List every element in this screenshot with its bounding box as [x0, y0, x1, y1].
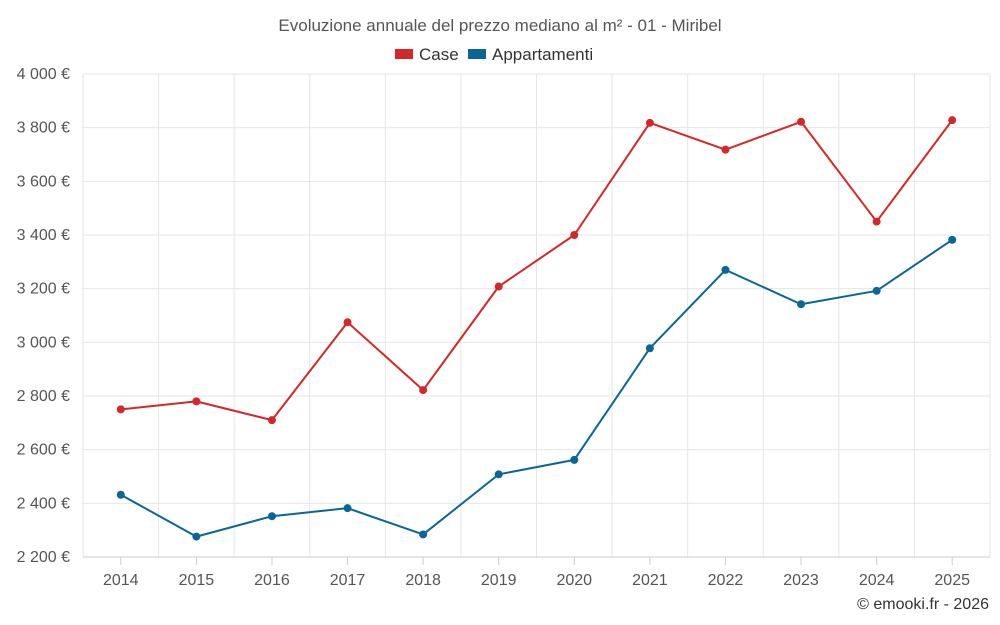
y-tick-label: 2 200 €: [17, 549, 70, 566]
x-tick-label: 2019: [481, 572, 517, 589]
data-point-case[interactable]: [192, 397, 201, 406]
x-tick-label: 2018: [405, 572, 441, 589]
data-point-case[interactable]: [872, 217, 881, 226]
data-point-appartamenti[interactable]: [343, 504, 352, 513]
x-tick-label: 2017: [330, 572, 366, 589]
data-point-appartamenti[interactable]: [948, 235, 957, 244]
y-tick-label: 3 400 €: [17, 227, 70, 244]
data-point-appartamenti[interactable]: [267, 512, 276, 521]
data-point-appartamenti[interactable]: [192, 532, 201, 541]
data-point-appartamenti[interactable]: [570, 455, 579, 464]
legend-swatch-case: [395, 49, 413, 59]
x-tick-label: 2025: [934, 572, 970, 589]
data-point-case[interactable]: [419, 386, 428, 395]
data-point-case[interactable]: [116, 405, 125, 414]
legend-label-appartamenti: Appartamenti: [492, 45, 593, 64]
x-tick-label: 2024: [859, 572, 895, 589]
data-point-appartamenti[interactable]: [494, 470, 503, 479]
x-tick-label: 2020: [556, 572, 592, 589]
y-tick-label: 4 000 €: [17, 66, 70, 83]
data-point-case[interactable]: [797, 117, 806, 126]
credit-text: © emooki.fr - 2026: [857, 596, 989, 613]
data-point-case[interactable]: [570, 231, 579, 239]
y-tick-label: 2 400 €: [17, 495, 70, 512]
series-line-case: [120, 119, 954, 422]
data-point-appartamenti[interactable]: [721, 265, 730, 274]
legend-item-case[interactable]: Case: [395, 45, 459, 64]
x-tick-label: 2021: [632, 572, 668, 589]
x-tick-label: 2016: [254, 572, 290, 589]
data-point-appartamenti[interactable]: [797, 300, 806, 309]
x-tick-label: 2014: [103, 572, 139, 589]
data-point-appartamenti[interactable]: [419, 530, 428, 539]
y-tick-label: 3 600 €: [17, 173, 70, 190]
data-point-appartamenti[interactable]: [116, 490, 125, 499]
y-tick-label: 2 800 €: [17, 388, 70, 405]
legend-swatch-appartamenti: [468, 49, 486, 59]
data-point-case[interactable]: [645, 118, 654, 127]
data-point-case[interactable]: [494, 282, 503, 291]
series-line-appartamenti: [120, 239, 953, 538]
y-axis: 2 200 € 2 400 € 2 600 € 2 800 € 3 000 € 3 200…: [17, 66, 70, 566]
data-point-case[interactable]: [721, 145, 730, 154]
y-tick-label: 3 000 €: [17, 334, 70, 351]
legend: Case Appartamenti: [395, 45, 593, 64]
data-point-case[interactable]: [948, 116, 957, 125]
data-point-case[interactable]: [267, 416, 276, 425]
series-layer: [116, 116, 957, 541]
x-tick-label: 2023: [783, 572, 819, 589]
legend-item-appartamenti[interactable]: Appartamenti: [468, 45, 593, 64]
chart-title: Evoluzione annuale del prezzo mediano al…: [278, 16, 721, 35]
legend-label-case: Case: [419, 45, 459, 64]
y-tick-label: 3 800 €: [17, 120, 70, 137]
data-point-appartamenti[interactable]: [645, 344, 654, 353]
data-point-appartamenti[interactable]: [872, 286, 881, 295]
y-tick-label: 3 200 €: [17, 281, 70, 298]
data-point-case[interactable]: [343, 318, 352, 327]
y-tick-label: 2 600 €: [17, 442, 70, 459]
x-axis: 2014 2015 2016 2017 2018 2019 2020 2021 2022 2023…: [83, 556, 990, 589]
x-tick-label: 2022: [708, 572, 744, 589]
gridlines: [82, 73, 991, 558]
x-tick-label: 2015: [179, 572, 215, 589]
